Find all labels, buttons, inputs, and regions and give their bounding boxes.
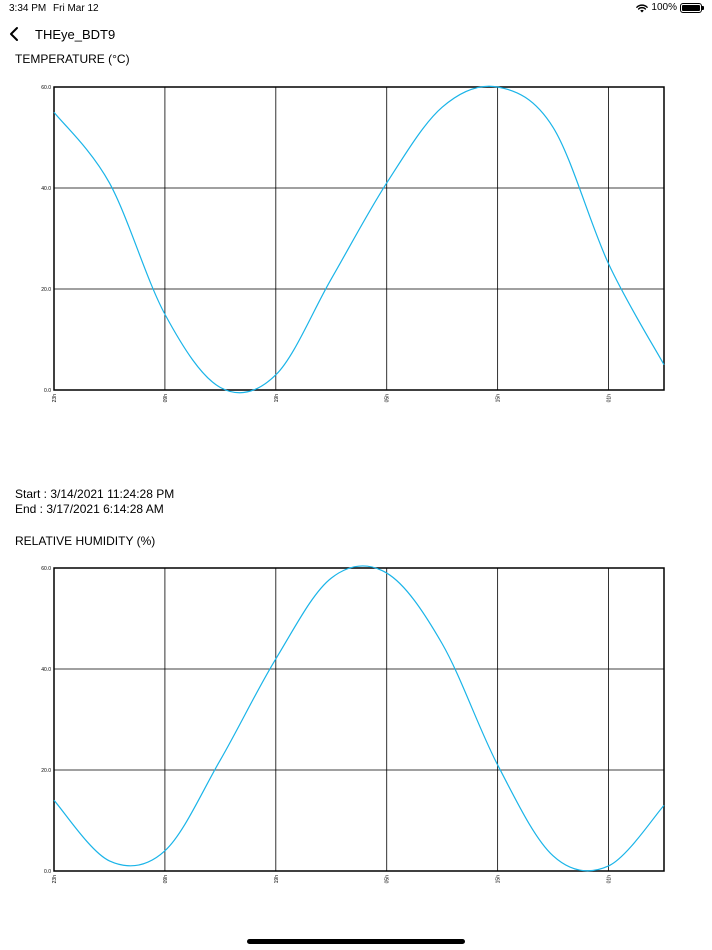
chevron-left-icon [10, 27, 18, 41]
temperature-ytick-label: 20.0 [41, 287, 51, 293]
temperature-ytick-label: 60.0 [41, 85, 51, 91]
temperature-title: TEMPERATURE (°C) [15, 52, 130, 66]
status-date: Fri Mar 12 [53, 3, 99, 14]
temperature-xtick-label: 05h [385, 394, 391, 403]
status-indicators: 100% [636, 2, 704, 13]
status-time: 3:34 PM [9, 3, 47, 14]
temperature-xtick-label: 01h [607, 394, 613, 403]
humidity-ytick-label: 20.0 [41, 768, 51, 774]
humidity-ytick-label: 60.0 [41, 566, 51, 572]
humidity-title: RELATIVE HUMIDITY (%) [15, 534, 156, 548]
humidity-xtick-label: 23h [52, 875, 58, 884]
humidity-ytick-label: 40.0 [41, 667, 51, 673]
temperature-ytick-label: 0.0 [44, 388, 51, 394]
temperature-ytick-label: 40.0 [41, 186, 51, 192]
humidity-series-line [53, 565, 665, 872]
humidity-xtick-label: 01h [607, 875, 613, 884]
page-title: THEye_BDT9 [35, 27, 116, 42]
temperature-xtick-label: 23h [52, 394, 58, 403]
battery-percent: 100% [651, 2, 677, 13]
battery-icon [680, 2, 704, 13]
temperature-series-line [53, 85, 665, 394]
humidity-xtick-label: 05h [385, 875, 391, 884]
range-end: End : 3/17/2021 6:14:28 AM [15, 502, 164, 516]
temperature-xtick-label: 09h [163, 394, 169, 403]
back-button[interactable] [5, 24, 25, 44]
temperature-frame [53, 86, 665, 391]
humidity-xtick-label: 09h [163, 875, 169, 884]
humidity-ytick-label: 0.0 [44, 869, 51, 875]
humidity-xtick-label: 19h [274, 875, 280, 884]
range-start: Start : 3/14/2021 11:24:28 PM [15, 487, 175, 501]
nav-bar: THEye_BDT9 [0, 22, 712, 46]
status-bar: 3:34 PM Fri Mar 12 100% [0, 0, 712, 18]
temperature-xtick-label: 15h [496, 394, 502, 403]
humidity-chart: 0.0 20.0 40.0 60.0 23h 09h 19h 05h 15h 01h [41, 565, 665, 884]
home-indicator [247, 939, 465, 944]
humidity-xtick-label: 15h [496, 875, 502, 884]
temperature-chart: 0.0 20.0 40.0 60.0 23h 09h 19h 05h 15h 01h [41, 85, 665, 403]
wifi-icon [636, 3, 649, 12]
humidity-frame [53, 567, 665, 872]
temperature-xtick-label: 19h [274, 394, 280, 403]
